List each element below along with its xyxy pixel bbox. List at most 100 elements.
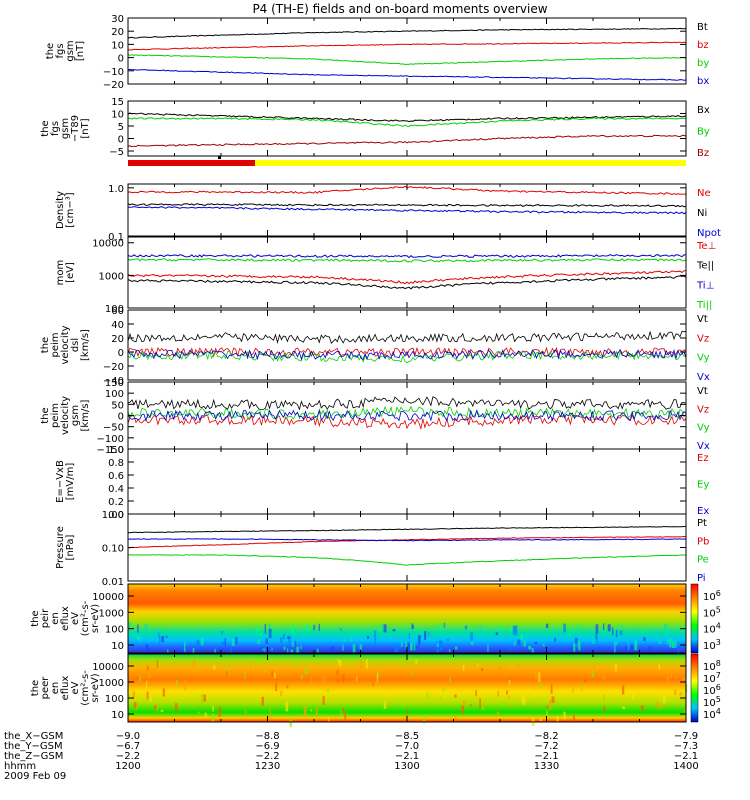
series-line-by	[127, 54, 687, 66]
y-tick-label: 0.0	[108, 510, 124, 521]
series-line-pe	[127, 554, 686, 566]
spectrogram-streak	[417, 635, 421, 646]
spectrogram-streak	[153, 705, 157, 709]
x-axis-row-label: the_Z−GSM	[4, 751, 63, 762]
spectrogram-streak	[463, 657, 465, 661]
spectrogram-streak	[603, 705, 606, 713]
spectrogram-streak	[222, 659, 225, 666]
panel-frame	[127, 448, 687, 515]
spectrogram-streak	[384, 692, 387, 696]
spectrogram-streak	[669, 638, 672, 648]
spectrogram-streak	[508, 695, 511, 700]
series-line-pi	[127, 538, 687, 542]
spectrogram-streak	[538, 672, 541, 683]
spectrogram-streak	[244, 671, 246, 680]
spectrogram-streak	[336, 669, 339, 675]
y-axis-label: the peim velocity gsm [km/s]	[40, 396, 91, 435]
legend-entry: Bz	[697, 148, 709, 159]
series-line-bx	[127, 112, 687, 123]
y-axis-label-line: peim	[50, 403, 61, 428]
colorbar-tick-label: 103	[703, 638, 721, 652]
y-tick-label: 0.8	[108, 458, 124, 469]
legend-entry: Ez	[697, 453, 709, 464]
spectrogram-streak	[268, 623, 271, 632]
spectrogram-streak	[684, 709, 686, 716]
spectrogram-streak	[595, 624, 599, 635]
y-tick-label: 1000	[99, 608, 124, 619]
panel-frame	[127, 309, 687, 381]
spectrogram-streak	[175, 679, 179, 686]
spectrogram-streak	[359, 644, 362, 650]
legend-entry: Ti||	[696, 300, 712, 311]
spectrogram-streak	[436, 642, 439, 647]
series-line-vz	[127, 414, 687, 431]
x-axis-row-value: −2.1	[395, 751, 419, 762]
mode-marker	[218, 156, 221, 159]
y-tick-label: 1000	[99, 678, 124, 689]
spectrogram-streak	[294, 640, 297, 648]
legend-entry: Pe	[697, 555, 709, 566]
y-tick-label: 0.10	[102, 544, 124, 555]
spectrogram-streak	[300, 674, 303, 680]
x-axis-row-label: the_X−GSM	[4, 731, 63, 742]
spectrogram-streak	[162, 688, 165, 697]
spectrogram-streak	[656, 672, 660, 676]
y-tick-label: 10000	[92, 592, 124, 603]
spectrogram-streak	[146, 680, 149, 684]
y-axis-label-line: eV	[70, 681, 81, 694]
spectrogram-streak	[439, 695, 441, 700]
spectrogram-streak	[150, 694, 153, 703]
panel-3: Ne Ni Npot 1.0 0.1 Density [cm−³]	[55, 183, 721, 243]
spectrogram-streak	[674, 676, 676, 685]
spectrogram-streak	[462, 665, 465, 671]
y-tick-label: 1.0	[108, 445, 124, 456]
spectrogram-streak	[479, 624, 481, 634]
spectrogram-streak	[477, 663, 479, 666]
spectrogram-streak	[447, 659, 450, 663]
x-axis-row-value: 1330	[534, 761, 559, 772]
spectrogram-streak	[268, 628, 272, 639]
legend-entry: Ti⊥	[696, 280, 714, 291]
spectrogram-streak	[534, 641, 538, 645]
y-axis-label-line: the	[30, 610, 41, 626]
spectrogram-streak	[337, 659, 339, 663]
spectrogram-streak	[479, 698, 481, 709]
spectrogram-streak	[593, 665, 595, 672]
spectrogram-streak	[439, 640, 443, 651]
spectrogram-streak	[662, 695, 666, 704]
x-axis-row-value: 1200	[115, 761, 140, 772]
spectrogram-streak	[226, 670, 228, 677]
spectrogram-streak	[349, 633, 353, 642]
legend-entry: Te||	[696, 261, 714, 272]
x-axis-date: 2009 Feb 09	[4, 771, 66, 782]
spectrogram-streak	[514, 625, 518, 636]
spectrogram-streak	[517, 639, 521, 646]
spectrogram-streak	[271, 647, 273, 651]
panel-4: Te⊥ Te|| Ti⊥ Ti|| 10000 1000 100 mom [eV]	[55, 236, 716, 315]
spectrogram-streak	[454, 694, 457, 698]
spectrogram-streak	[569, 626, 571, 637]
spectrogram-streak	[283, 646, 286, 650]
spectrogram-streak	[578, 640, 581, 651]
spectrogram-streak	[372, 682, 374, 687]
spectrogram-streak	[539, 684, 543, 689]
colorbar-tick-label: 105	[703, 605, 721, 619]
spectrogram-streak	[146, 691, 149, 700]
spectrogram-streak	[265, 638, 268, 644]
spectrogram-streak	[424, 631, 427, 640]
spectrogram-streak	[461, 705, 465, 715]
spectrogram-streak	[136, 636, 140, 640]
spectrogram-streak	[316, 648, 319, 657]
series-line-pb	[128, 535, 687, 549]
spectrogram-streak	[508, 680, 511, 685]
x-axis-row-value: −2.2	[255, 751, 279, 762]
spectrogram-streak	[563, 711, 566, 720]
spectrogram-streak	[392, 629, 396, 632]
spectrogram-streak	[261, 696, 265, 706]
spectrogram-streak	[520, 634, 523, 640]
spectrogram-streak	[614, 663, 618, 672]
spectrogram-streak	[383, 700, 387, 709]
spectrogram-streak	[658, 703, 660, 711]
x-axis-row-value: −2.1	[674, 751, 698, 762]
spectrogram-streak	[262, 648, 266, 651]
